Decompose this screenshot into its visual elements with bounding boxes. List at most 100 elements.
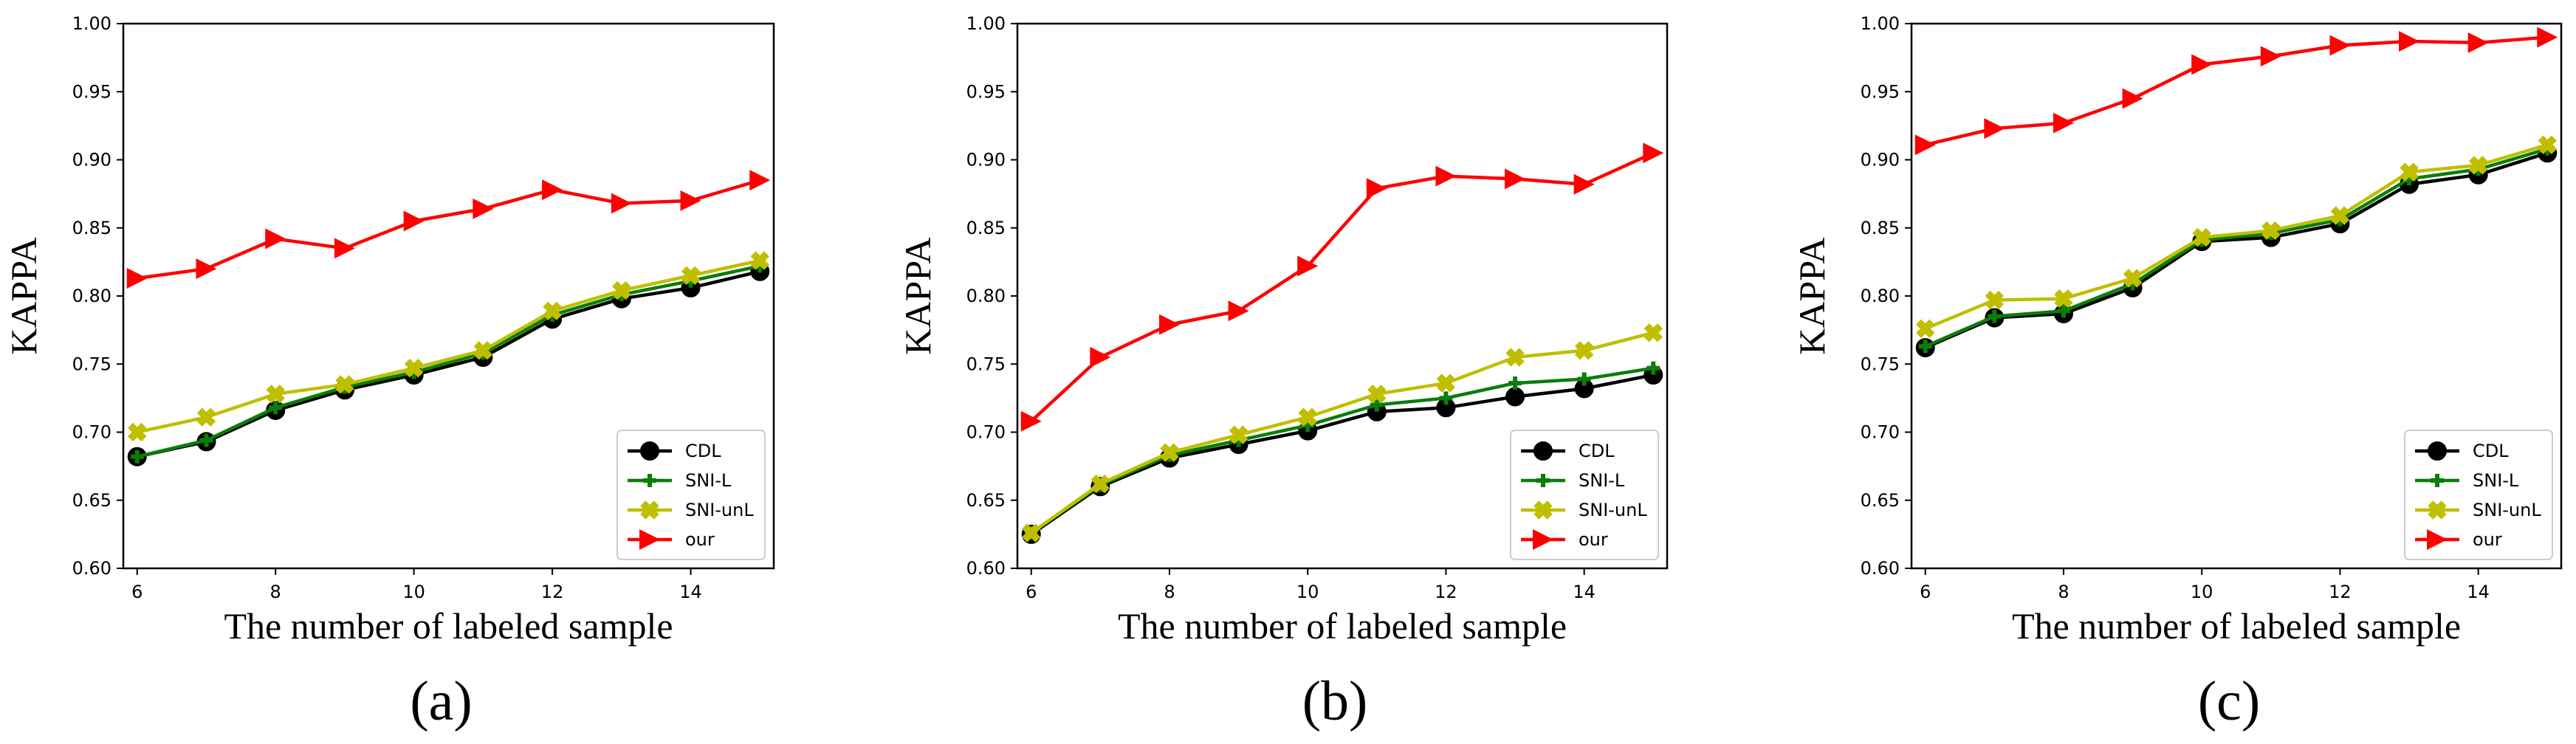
y-tick-label: 0.60 (966, 558, 1006, 579)
data-point (2123, 269, 2143, 288)
y-tick-label: 0.80 (72, 286, 111, 306)
y-tick-label: 0.65 (966, 490, 1006, 511)
data-point (2468, 156, 2488, 175)
data-point (2467, 32, 2489, 53)
series-line (1030, 331, 1654, 534)
data-point (1914, 134, 1936, 156)
series-sni-unl (1915, 135, 2558, 339)
x-marker-shape (1505, 348, 1525, 367)
y-tick-label: 0.60 (1861, 558, 1900, 579)
data-point (1439, 391, 1453, 405)
y-tick-label: 0.85 (72, 218, 111, 238)
panel-label: (a) (410, 670, 472, 732)
legend: CDL SNI-L SNI-unL our (2404, 430, 2553, 560)
x-axis-label: The number of labeled sample (1118, 605, 1567, 647)
data-point (1228, 300, 1249, 322)
plus-marker-shape (1508, 376, 1522, 390)
y-tick-label: 0.75 (1861, 354, 1900, 374)
legend-label: CDL (1579, 441, 1615, 461)
data-point (1370, 398, 1384, 412)
data-point (1435, 165, 1457, 187)
data-point (2053, 112, 2074, 134)
data-point (2054, 289, 2073, 309)
x-marker-shape (2538, 135, 2558, 154)
x-marker-shape (128, 422, 147, 442)
x-marker-shape (1021, 523, 1041, 542)
series-our (1914, 27, 2558, 156)
legend-label: our (2473, 529, 2502, 550)
series-our (126, 170, 771, 289)
legend-marker (640, 441, 659, 461)
x-marker-shape (1298, 407, 1317, 427)
data-point (1298, 407, 1317, 427)
x-marker-shape (2123, 269, 2143, 288)
x-marker-shape (1367, 385, 1387, 404)
data-point (1915, 319, 1935, 339)
data-point (1297, 255, 1319, 277)
y-tick-label: 0.85 (966, 218, 1006, 238)
legend-marker (1533, 500, 1553, 520)
data-point (681, 266, 701, 286)
x-marker-shape (1160, 443, 1179, 462)
panel-label: (b) (1302, 670, 1368, 732)
data-point (2191, 54, 2213, 75)
data-point (1505, 348, 1525, 367)
plus-marker-shape (1536, 474, 1550, 487)
legend-label: SNI-L (685, 470, 732, 491)
x-marker-shape (404, 359, 424, 378)
legend-marker (639, 529, 660, 550)
y-tick-label: 0.90 (72, 150, 111, 170)
x-tick-label: 6 (1920, 582, 1931, 602)
data-point (1301, 418, 1315, 433)
plus-marker-shape (2056, 304, 2070, 318)
data-point (335, 375, 354, 394)
legend-box (616, 430, 766, 560)
plus-marker-shape (643, 474, 656, 487)
legend-marker (1533, 529, 1553, 550)
y-tick-label: 0.65 (1861, 490, 1900, 511)
data-point (2402, 172, 2417, 186)
legend-marker (643, 474, 656, 487)
x-marker-shape (2261, 221, 2281, 241)
legend: CDL SNI-L SNI-unL our (616, 430, 766, 560)
y-tick-label: 0.70 (966, 422, 1006, 443)
legend-label: CDL (2473, 441, 2509, 461)
y-tick-label: 0.80 (966, 286, 1006, 306)
data-point (680, 190, 701, 211)
plus-marker-shape (1301, 418, 1315, 433)
x-marker-shape (1436, 373, 1456, 393)
chart-panel-3: 0.60 0.65 0.70 0.75 0.80 0.85 0.90 0.95 1.00 6 8 10… (1791, 13, 2563, 732)
data-point (1577, 372, 1591, 386)
x-tick-label: 10 (2191, 582, 2213, 602)
x-tick-label: 6 (131, 582, 142, 602)
series-line (137, 258, 760, 434)
data-point (684, 274, 698, 288)
y-axis-label: KAPPA (3, 237, 44, 354)
x-axis-label: The number of labeled sample (2012, 605, 2461, 647)
data-point (269, 401, 283, 415)
data-point (2126, 277, 2140, 291)
x-marker-shape (2192, 227, 2211, 247)
data-point (543, 301, 562, 321)
x-axis-label: The number of labeled sample (224, 605, 673, 647)
data-point (542, 179, 563, 201)
plus-marker-shape (2126, 277, 2140, 291)
data-point (753, 259, 767, 273)
x-tick-label: 12 (541, 582, 564, 602)
data-point (196, 258, 217, 280)
data-point (265, 228, 286, 249)
legend-label: our (685, 529, 715, 550)
data-point (128, 422, 147, 442)
legend-marker (2428, 500, 2447, 520)
data-point (473, 341, 493, 360)
data-point (130, 450, 144, 464)
x-tick-label: 8 (2058, 582, 2069, 602)
x-tick-label: 12 (1435, 582, 1457, 602)
series-line (1030, 366, 1654, 534)
x-tick-label: 14 (1573, 582, 1596, 602)
y-tick-label: 0.60 (72, 558, 111, 579)
data-point (334, 238, 355, 259)
data-point (611, 193, 632, 214)
y-tick-label: 0.65 (72, 490, 111, 511)
y-tick-label: 0.90 (1861, 150, 1900, 170)
